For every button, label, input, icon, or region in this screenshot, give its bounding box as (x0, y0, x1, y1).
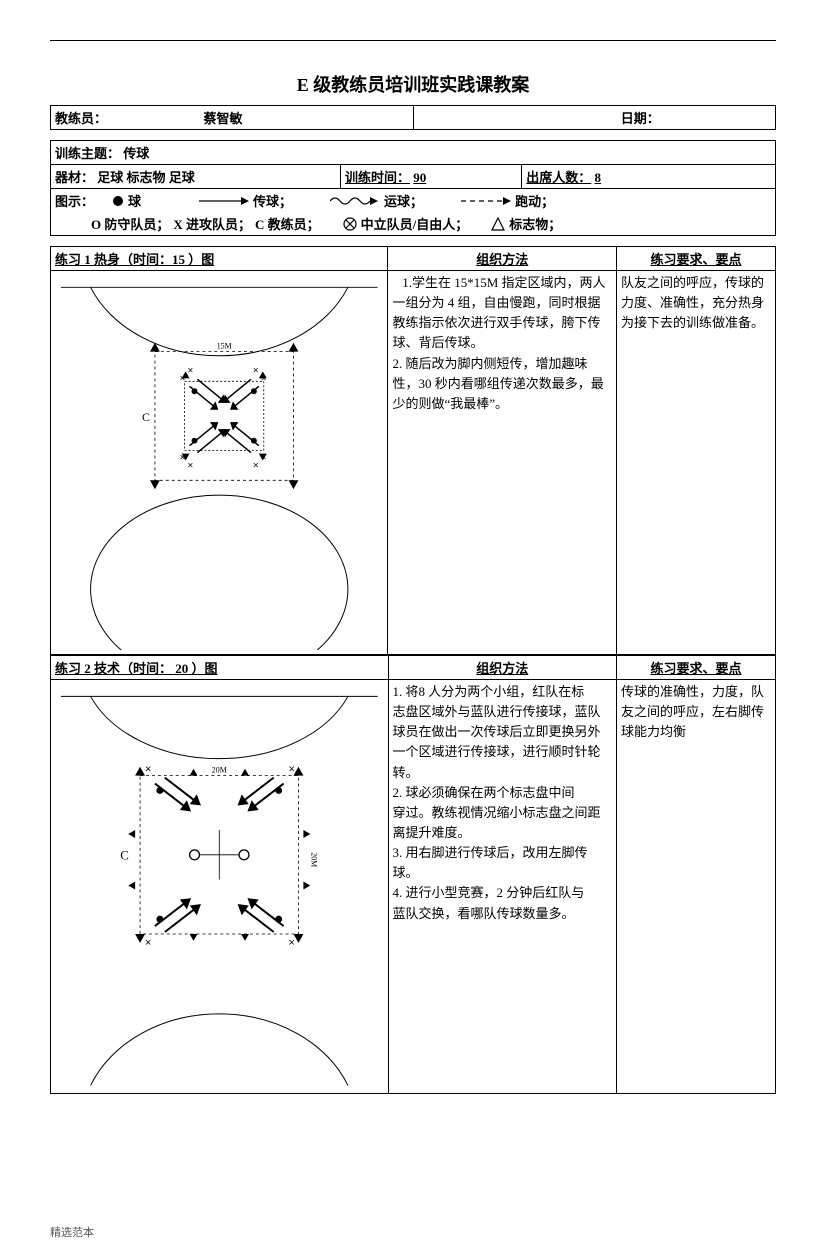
pass-arrow-icon (199, 196, 249, 206)
s2-mins: 20 (172, 661, 188, 676)
legend-row-2: O 防守队员； X 进攻队员； C 教练员； 中立队员/自由人； 标志物； (51, 212, 775, 235)
svg-text:20M: 20M (212, 766, 227, 775)
s1-diagram: 15M (51, 271, 388, 655)
neutral-icon (343, 217, 357, 231)
info-table: 训练主题： 传球 器材： 足球 标志物 足球 训练时间： 90 出席人数： 8 … (50, 140, 776, 236)
legend-ball: 球 (128, 191, 141, 210)
s2-method-h: 组织方法 (476, 661, 528, 676)
s1-heading-a: 练习 1 热身（时间： (55, 252, 172, 267)
legend-def: O 防守队员； (91, 214, 169, 233)
svg-text:×: × (188, 365, 194, 376)
s1-heading-b: ）图 (185, 252, 214, 267)
page-title: E 级教练员培训班实践课教案 (50, 71, 776, 97)
svg-text:×: × (180, 453, 186, 464)
s2-req: 传球的准确性，力度，队 友之间的呼应，左右脚传球能力均衡 (616, 680, 775, 1094)
svg-text:20M: 20M (309, 852, 318, 867)
duration-value: 90 (413, 170, 426, 185)
legend-neutral: 中立队员/自由人； (361, 214, 469, 233)
svg-text:15M: 15M (217, 342, 232, 351)
top-rule (50, 40, 776, 41)
svg-text:×: × (261, 453, 267, 464)
svg-text:×: × (253, 365, 259, 376)
s1-method: 1.学生在 15*15M 指定区域内，两人一组分为 4 组，自由慢跑，同时根据教… (388, 271, 617, 655)
s2-heading-a: 练习 2 技术（时间： (55, 661, 172, 676)
svg-text:×: × (289, 937, 295, 949)
svg-text:×: × (289, 764, 295, 776)
date-label: 日期： (621, 111, 660, 126)
s1-req-h: 练习要求、要点 (651, 252, 742, 267)
legend-dribble: 运球； (384, 191, 423, 210)
section1-table: 练习 1 热身（时间：15 ）图 组织方法 练习要求、要点 (50, 246, 776, 655)
s2-diagram-svg: 20M 20M × × (51, 680, 388, 1089)
svg-text:×: × (145, 937, 151, 949)
equipment-label: 器材： (55, 170, 94, 185)
coach-label: 教练员： (55, 111, 107, 126)
run-icon (461, 196, 511, 206)
legend-row-1: 图示： 球 传球； 运球； 跑动； (51, 189, 775, 212)
legend-label: 图示： (55, 191, 94, 210)
svg-text:×: × (145, 764, 151, 776)
topic-value: 传球 (123, 146, 149, 161)
topic-label: 训练主题： (55, 146, 120, 161)
s1-mins: 15 (172, 252, 185, 267)
coach-name: 蔡智敏 (204, 111, 243, 126)
s1-method-h: 组织方法 (476, 252, 528, 267)
legend-run: 跑动； (515, 191, 554, 210)
attendance-label: 出席人数： (526, 170, 591, 185)
section2-table: 练习 2 技术（时间： 20 ）图 组织方法 练习要求、要点 (50, 655, 776, 1094)
attendance-value: 8 (595, 170, 602, 185)
s1-diagram-svg: 15M (51, 271, 387, 650)
svg-text:×: × (180, 373, 186, 384)
legend-coach: C 教练员； (255, 214, 320, 233)
duration-label: 训练时间： (345, 170, 410, 185)
s2-diagram: 20M 20M × × (51, 680, 389, 1094)
s2-heading-b: ）图 (188, 661, 217, 676)
s2-method: 1. 将8 人分为两个小组，红队在标 志盘区域外与蓝队进行传接球，蓝队球员在做出… (388, 680, 616, 1094)
legend-pass: 传球； (253, 191, 292, 210)
svg-text:C: C (120, 849, 129, 863)
dribble-icon (330, 195, 380, 207)
header-table: 教练员： 蔡智敏 日期： (50, 105, 776, 130)
marker-icon (491, 217, 505, 231)
svg-text:×: × (261, 373, 267, 384)
s1-req: 队友之间的呼应，传球的力度、准确性，充分热身为接下去的训练做准备。 (617, 271, 776, 655)
ball-icon (112, 195, 124, 207)
legend-marker: 标志物； (509, 214, 561, 233)
svg-text:×: × (253, 460, 259, 471)
equipment-value: 足球 标志物 足球 (97, 170, 195, 185)
footer-text: 精选范本 (50, 1224, 776, 1240)
legend-att: X 进攻队员； (173, 214, 251, 233)
s2-req-h: 练习要求、要点 (650, 661, 741, 676)
svg-text:×: × (188, 460, 194, 471)
svg-text:C: C (142, 410, 150, 424)
